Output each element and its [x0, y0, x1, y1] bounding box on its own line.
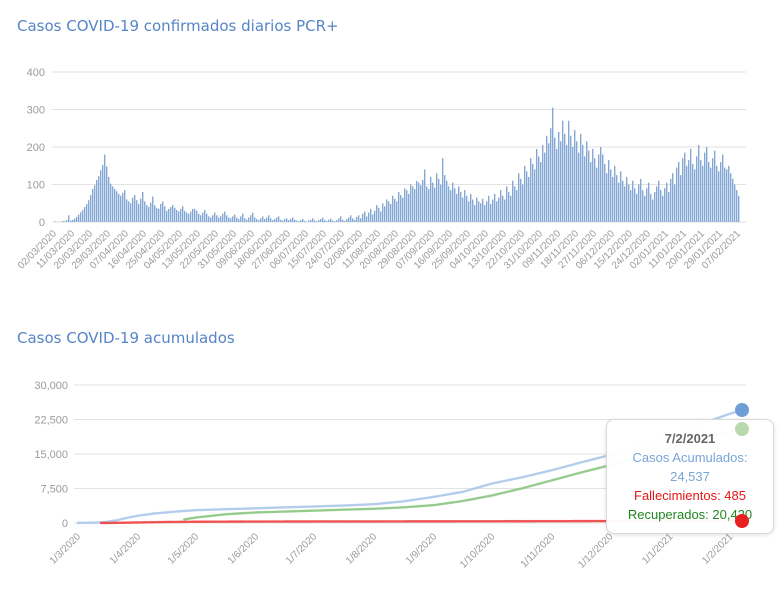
series-fallecimientos[interactable]: [99, 519, 744, 525]
tooltip-row-fallecimientos: Fallecimientos: 485: [634, 488, 746, 503]
accumulated-cases-line-chart[interactable]: 0 7,500 15,000 22,500 30,000 1/3/2020 1/4/2020…: [0, 355, 784, 597]
y-tick-label: 15,000: [34, 449, 68, 461]
y-tick-label: 22,500: [34, 415, 68, 427]
chart-tooltip: 7/2/2021 Casos Acumulados: 24,537 Fallec…: [606, 419, 774, 534]
y-tick-label: 0: [39, 217, 45, 229]
series-end-dot-casos-acumulados[interactable]: [735, 403, 749, 418]
x-tick-label: 1/8/2020: [344, 531, 380, 567]
x-tick-label: 1/7/2020: [284, 531, 320, 567]
y-tick-label: 400: [27, 67, 45, 79]
x-tick-label: 1/12/2020: [576, 531, 616, 571]
tooltip-row-recuperados: Recuperados: 20,430: [627, 507, 753, 522]
x-tick-label: 1/11/2020: [519, 531, 558, 570]
daily-chart-title: Casos COVID-19 confirmados diarios PCR+: [17, 17, 339, 35]
x-tick-label: 1/3/2020: [48, 531, 84, 567]
daily-cases-bar-chart[interactable]: 010020030040002/03/202011/03/202020/03/2…: [0, 55, 784, 310]
tooltip-row-casos-acumulados: Casos Acumulados: 24,537: [632, 450, 748, 484]
y-tick-label: 200: [27, 142, 45, 154]
y-tick-label: 100: [27, 180, 45, 192]
x-tick-label: 1/4/2020: [108, 531, 144, 567]
x-tick-label: 1/10/2020: [458, 531, 498, 571]
x-tick-label: 1/1/2021: [640, 531, 676, 567]
y-tick-label: 300: [27, 105, 45, 117]
daily-bars[interactable]: [54, 107, 740, 223]
y-tick-label: 30,000: [34, 380, 68, 392]
x-tick-label: 1/2/2021: [700, 531, 736, 567]
x-tick-label: 1/5/2020: [166, 531, 202, 567]
tooltip-date: 7/2/2021: [664, 431, 716, 446]
y-tick-label: 0: [62, 518, 68, 530]
series-end-dot-recuperados[interactable]: [735, 422, 749, 437]
x-tick-label: 1/9/2020: [404, 531, 440, 567]
y-tick-label: 7,500: [40, 484, 68, 496]
accumulated-chart-title: Casos COVID-19 acumulados: [17, 329, 235, 347]
series-end-dot-fallecimientos[interactable]: [735, 513, 749, 528]
x-tick-label: 1/6/2020: [226, 531, 262, 567]
